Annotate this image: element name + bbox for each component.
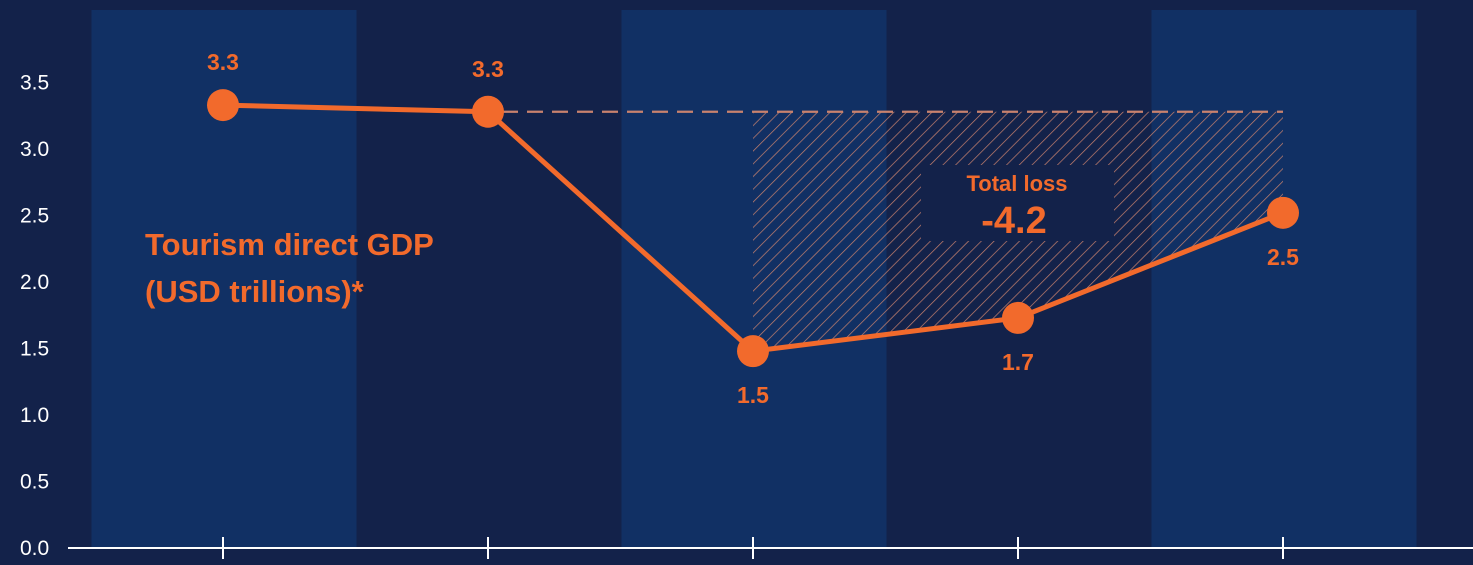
annotation-group: Total loss -4.2 xyxy=(921,165,1114,242)
total-loss-value: -4.2 xyxy=(981,200,1046,242)
data-point xyxy=(1267,196,1299,229)
y-tick-label: 3.5 xyxy=(20,72,49,95)
axes: 0.0 0.5 1.0 1.5 2.0 2.5 3.0 3.5 xyxy=(20,72,1473,560)
y-tick-label: 2.5 xyxy=(20,205,49,228)
series-title-group: Tourism direct GDP (USD trillions)* xyxy=(145,227,434,309)
data-point xyxy=(472,95,504,128)
y-tick-label: 1.0 xyxy=(20,404,49,427)
data-point xyxy=(737,335,769,368)
y-tick-label: 2.0 xyxy=(20,271,49,294)
total-loss-box xyxy=(921,165,1114,241)
y-tick-label: 1.5 xyxy=(20,338,49,361)
data-label: 1.7 xyxy=(1002,349,1034,375)
y-tick-label: 3.0 xyxy=(20,138,49,161)
data-label: 2.5 xyxy=(1267,244,1299,270)
series-group: 3.3 3.3 1.5 1.7 2.5 xyxy=(207,49,1299,408)
data-point xyxy=(1002,301,1034,334)
total-loss-title: Total loss xyxy=(966,171,1067,196)
y-tick-label: 0.0 xyxy=(20,537,49,560)
y-tick-label: 0.5 xyxy=(20,471,49,494)
series-title-line-2: (USD trillions)* xyxy=(145,274,365,309)
column-band-5 xyxy=(1151,10,1417,548)
data-label: 3.3 xyxy=(472,56,504,82)
data-label: 1.5 xyxy=(737,382,769,408)
data-point xyxy=(207,89,239,122)
series-title-line-1: Tourism direct GDP xyxy=(145,227,434,262)
data-label: 3.3 xyxy=(207,49,239,75)
